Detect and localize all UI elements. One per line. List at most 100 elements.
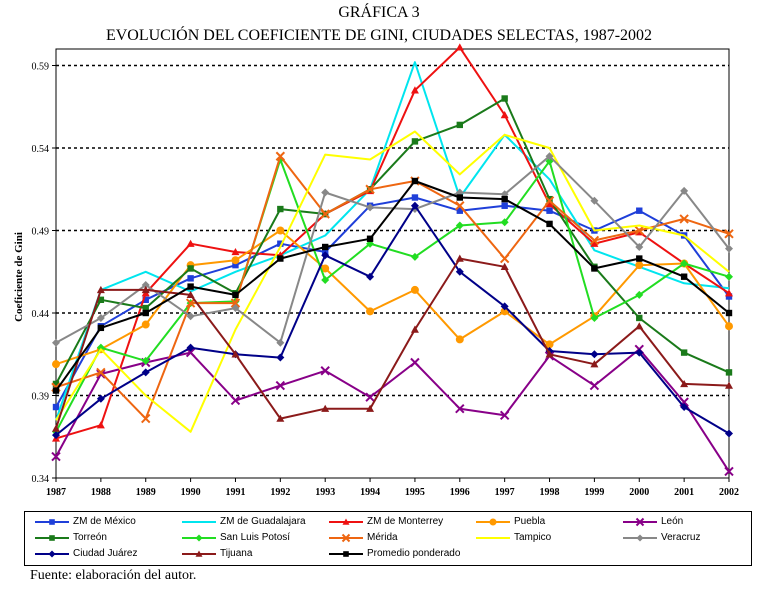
- y-tick-label: 0.44: [32, 309, 50, 320]
- data-point: [410, 201, 419, 210]
- x-tick-label: 1987: [46, 487, 66, 498]
- data-point: [96, 285, 105, 294]
- legend-marker: [195, 550, 203, 557]
- x-tick-label: 1996: [450, 487, 470, 498]
- data-point: [52, 338, 60, 347]
- data-point: [187, 283, 194, 290]
- series-line: [55, 196, 730, 408]
- data-point: [231, 256, 240, 265]
- plot-frame: [55, 48, 730, 479]
- data-point: [545, 200, 554, 208]
- y-tick-label: 0.59: [32, 62, 50, 73]
- legend-marker: [636, 534, 644, 542]
- data-point: [455, 201, 465, 211]
- data-point: [724, 229, 734, 239]
- data-point: [141, 285, 150, 294]
- data-point: [230, 395, 241, 406]
- data-point: [366, 307, 375, 316]
- data-point: [590, 239, 599, 247]
- data-point: [725, 293, 733, 300]
- legend: ZM de México ZM de Guadalajara ZM de Monte…: [24, 511, 752, 566]
- gridlines: [56, 64, 729, 397]
- x-tick-label: 2001: [674, 487, 694, 498]
- y-tick-label: 0.54: [32, 144, 50, 155]
- series-puebla: [52, 226, 733, 369]
- data-point: [232, 291, 239, 299]
- data-point: [635, 290, 644, 299]
- data-point: [455, 335, 464, 344]
- data-point: [680, 349, 688, 356]
- series-san-luis-potosi: [52, 155, 733, 436]
- data-point: [411, 194, 419, 201]
- data-point: [232, 261, 239, 269]
- data-point: [52, 431, 60, 440]
- data-point: [501, 202, 508, 209]
- data-point: [545, 152, 554, 161]
- legend-swatch: [476, 537, 510, 539]
- data-point: [231, 304, 240, 313]
- legend-swatch: [329, 551, 363, 557]
- data-point: [276, 353, 285, 362]
- legend-swatch: [329, 518, 363, 525]
- legend-marker: [49, 535, 55, 541]
- data-point: [321, 251, 330, 260]
- series-promedio-ponderado: [52, 177, 733, 394]
- legend-marker: [489, 518, 497, 526]
- data-point: [680, 403, 689, 412]
- x-tick-label: 1993: [315, 487, 335, 498]
- x-tick-label: 1995: [405, 487, 425, 498]
- data-point: [276, 338, 285, 347]
- data-point: [141, 280, 150, 289]
- data-point: [52, 403, 60, 411]
- data-point: [456, 121, 463, 129]
- data-point: [725, 244, 733, 253]
- data-point: [411, 177, 419, 185]
- x-tick-label: 1992: [270, 487, 290, 498]
- data-point: [52, 380, 60, 388]
- series-line: [55, 348, 730, 472]
- data-point: [96, 343, 105, 352]
- series-tijuana: [52, 254, 733, 432]
- data-point: [52, 360, 60, 369]
- data-point: [679, 214, 689, 224]
- data-point: [97, 296, 105, 303]
- y-tick-label: 0.39: [32, 392, 50, 403]
- series-tampico: [55, 130, 730, 433]
- data-point: [277, 205, 284, 213]
- x-tick-label: 1997: [495, 487, 515, 498]
- series-line: [55, 180, 730, 392]
- data-point: [636, 314, 643, 322]
- data-point: [186, 343, 195, 352]
- legend-swatch: [35, 535, 69, 541]
- data-point: [141, 320, 150, 329]
- legend-swatch: [182, 550, 216, 557]
- data-point: [96, 313, 105, 322]
- legend-swatch: [35, 550, 69, 558]
- legend-label: Veracruz: [661, 532, 701, 543]
- data-point: [634, 225, 644, 236]
- data-point: [410, 252, 419, 261]
- data-point: [320, 209, 330, 219]
- legend-swatch: [182, 534, 216, 542]
- legend-label: ZM de Monterrey: [367, 516, 444, 527]
- series-zm-de-guadalajara: [55, 61, 730, 421]
- legend-label: Promedio ponderado: [367, 548, 461, 559]
- data-point: [321, 188, 330, 197]
- data-point: [366, 404, 375, 412]
- data-point: [321, 276, 330, 284]
- data-point: [589, 380, 600, 391]
- data-point: [186, 239, 195, 247]
- data-point: [321, 264, 330, 273]
- data-point: [366, 272, 375, 281]
- data-point: [410, 285, 419, 294]
- data-point: [187, 275, 194, 282]
- x-tick-label: 1999: [584, 487, 604, 498]
- legend-marker: [195, 534, 203, 542]
- data-point: [635, 261, 644, 270]
- legend-marker: [341, 533, 351, 543]
- y-tick-label: 0.49: [32, 227, 50, 238]
- data-point: [725, 429, 733, 438]
- legend-swatch: [623, 517, 657, 527]
- data-point: [546, 207, 553, 214]
- x-tick-label: 1989: [136, 487, 156, 498]
